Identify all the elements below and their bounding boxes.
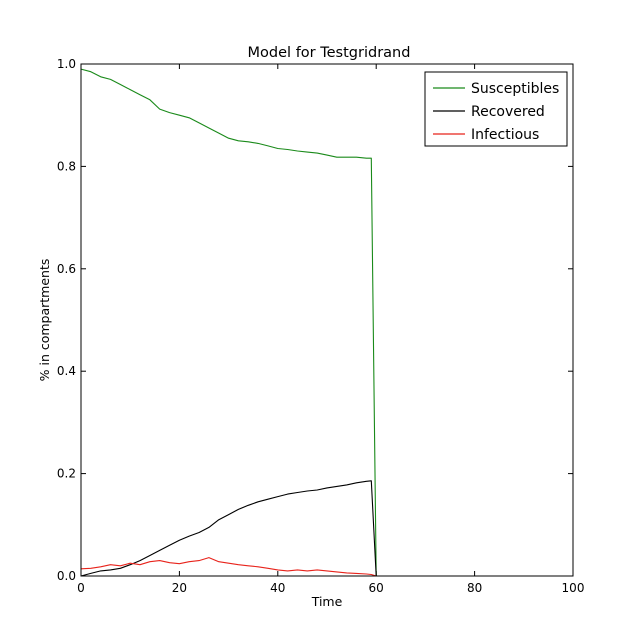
series-line-susceptibles [80, 68, 573, 577]
legend-label-recovered: Recovered [471, 104, 545, 120]
plot-frame [80, 63, 574, 577]
series-line-infectious [80, 557, 573, 577]
series-layer [80, 68, 573, 577]
series-line-recovered [80, 480, 573, 577]
y-tick-label: 0.0 [57, 569, 76, 583]
x-tick-label: 100 [562, 581, 585, 595]
y-tick-label: 0.6 [57, 262, 76, 276]
legend: Susceptibles Recovered Infectious [424, 71, 568, 147]
x-tick-label: 20 [172, 581, 187, 595]
axis-ticks: 0 20 40 60 80 100 0.0 0.2 0.4 0.6 0.8 1.0 [57, 57, 585, 595]
y-tick-label: 1.0 [57, 57, 76, 71]
y-tick-label: 0.8 [57, 159, 76, 173]
x-axis-label: Time [311, 594, 343, 609]
legend-label-infectious: Infectious [471, 127, 539, 143]
chart-title: Model for Testgridrand [248, 45, 411, 61]
y-tick-label: 0.4 [57, 364, 76, 378]
x-tick-label: 40 [270, 581, 285, 595]
y-tick-label: 0.2 [57, 467, 76, 481]
x-tick-label: 60 [369, 581, 384, 595]
y-axis-label: % in compartments [37, 259, 52, 382]
legend-label-susceptibles: Susceptibles [471, 81, 559, 97]
x-tick-label: 80 [467, 581, 482, 595]
x-tick-label: 0 [77, 581, 85, 595]
